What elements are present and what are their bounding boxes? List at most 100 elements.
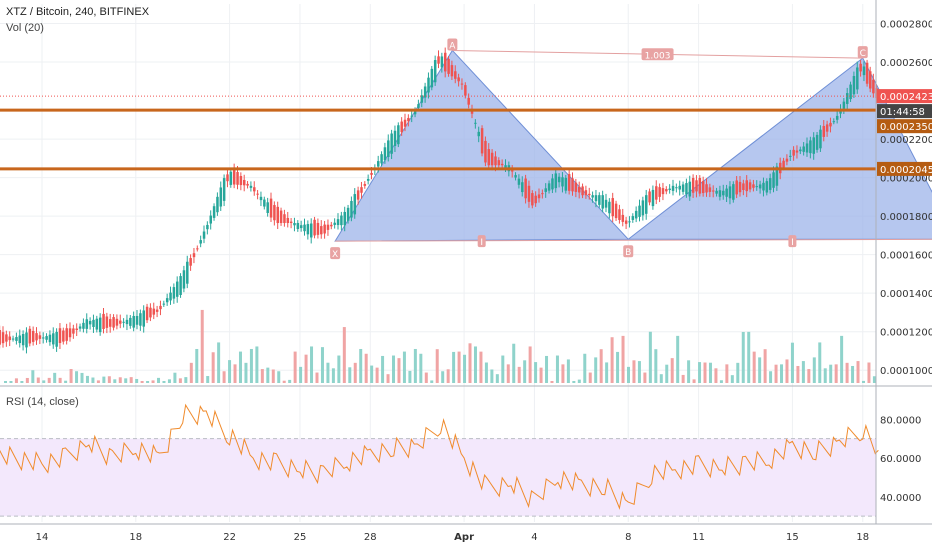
rsi-legend[interactable]: RSI (14, close)	[6, 396, 79, 408]
candle-body	[658, 187, 661, 197]
volume-bar	[687, 360, 691, 383]
volume-bar	[851, 365, 855, 383]
volume-bar	[588, 372, 592, 383]
volume-bar	[769, 371, 773, 383]
candle-body	[283, 214, 286, 224]
time-tick-label: 18	[129, 532, 142, 543]
candle-body	[55, 331, 58, 347]
candle-body	[172, 287, 176, 299]
candle-body	[839, 110, 842, 114]
volume-bar	[342, 327, 346, 383]
volume-bar	[801, 361, 805, 383]
candle-body	[621, 214, 625, 222]
volume-bar	[490, 369, 494, 383]
pattern-point-label: C	[860, 49, 866, 59]
candle-body	[484, 140, 487, 163]
volume-bar	[364, 353, 368, 383]
volume-bar	[408, 370, 412, 383]
candle-body	[477, 131, 480, 137]
candle-body	[454, 71, 457, 79]
candle-body	[775, 166, 779, 186]
volume-bar	[189, 362, 193, 383]
symbol-legend[interactable]: XTZ / Bitcoin, 240, BITFINEX	[6, 6, 149, 18]
candle-body	[534, 195, 537, 204]
candle-body	[872, 79, 875, 94]
candle-body	[102, 313, 105, 329]
volume-bar	[703, 362, 707, 383]
candle-body	[1, 332, 5, 344]
symbol-line: XTZ / Bitcoin, 240, BITFINEX	[6, 6, 150, 18]
volume-bar	[818, 342, 822, 383]
candle-body	[829, 122, 832, 127]
candle-body	[859, 63, 862, 72]
candle-body	[58, 328, 62, 344]
volume-bar	[719, 380, 723, 383]
volume-bar	[665, 364, 669, 383]
volume-bar	[834, 364, 838, 383]
candle-body	[869, 71, 872, 89]
candle-body	[631, 216, 635, 220]
candle-body	[598, 195, 601, 205]
candle-body	[571, 178, 574, 192]
candle-body	[765, 181, 769, 193]
volume-bar	[244, 362, 248, 383]
volume-bar	[195, 348, 199, 383]
time-tick-label: 4	[531, 532, 537, 543]
candle-body	[119, 320, 122, 324]
candle-body	[772, 172, 775, 188]
volume-label: Vol (20)	[6, 22, 44, 34]
volume-bar	[473, 346, 477, 383]
volume-bar	[375, 367, 379, 383]
volume-bar	[616, 351, 620, 383]
candle-body	[748, 182, 752, 190]
candle-body	[306, 224, 310, 235]
volume-bar	[867, 362, 871, 383]
candle-body	[276, 206, 279, 224]
volume-bar	[271, 369, 275, 383]
candle-body	[159, 305, 162, 310]
candle-body	[340, 215, 343, 226]
volume-bar	[741, 331, 745, 383]
candle-body	[762, 182, 765, 191]
candle-body	[42, 337, 45, 339]
volume-bar	[435, 349, 439, 383]
candle-body	[112, 317, 115, 328]
candle-body	[722, 190, 725, 196]
candle-body	[768, 178, 772, 190]
candle-body	[310, 223, 313, 238]
volume-bar	[9, 381, 13, 383]
candle-body	[738, 181, 742, 193]
candle-body	[286, 217, 290, 224]
candle-body	[216, 196, 219, 213]
volume-bar	[238, 351, 242, 383]
volume-bar	[42, 380, 46, 383]
candle-body	[705, 184, 708, 193]
volume-bar	[763, 349, 767, 383]
volume-bar	[566, 359, 570, 383]
volume-bar	[402, 351, 406, 383]
volume-bar	[452, 351, 456, 383]
countdown-tag-bg	[877, 104, 932, 119]
candle-body	[608, 201, 611, 214]
volume-bar	[708, 362, 712, 383]
volume-bar	[479, 351, 483, 383]
volume-legend[interactable]: Vol (20)	[6, 22, 44, 34]
volume-bar	[736, 362, 740, 383]
ratio-label: 1.003	[645, 51, 671, 61]
candle-body	[521, 182, 524, 193]
candle-body	[668, 188, 671, 190]
candle-body	[799, 149, 802, 152]
candle-body	[273, 205, 276, 221]
candle-body	[812, 137, 815, 154]
candle-body	[819, 129, 822, 149]
candle-body	[115, 318, 119, 326]
rsi-label: RSI (14, close)	[6, 396, 79, 408]
candle-body	[708, 187, 712, 192]
volume-bar	[20, 381, 24, 383]
time-tick-label: 14	[36, 532, 49, 543]
candle-body	[413, 110, 417, 115]
candle-body	[48, 334, 52, 343]
